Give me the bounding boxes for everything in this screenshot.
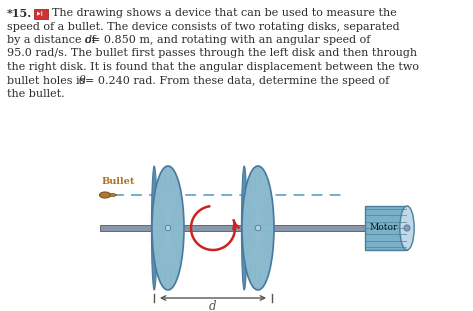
FancyArrow shape	[110, 193, 117, 197]
Text: θ: θ	[79, 76, 86, 86]
Ellipse shape	[99, 192, 111, 198]
Ellipse shape	[151, 166, 157, 290]
Text: bullet holes is: bullet holes is	[7, 76, 89, 86]
Text: 95.0 rad/s. The bullet first passes through the left disk and then through: 95.0 rad/s. The bullet first passes thro…	[7, 49, 417, 58]
Ellipse shape	[242, 166, 274, 290]
Text: the right disk. It is found that the angular displacement between the two: the right disk. It is found that the ang…	[7, 62, 419, 72]
Text: = 0.850 m, and rotating with an angular speed of: = 0.850 m, and rotating with an angular …	[91, 35, 370, 45]
Text: by a distance of: by a distance of	[7, 35, 99, 45]
Ellipse shape	[255, 225, 261, 231]
Bar	[365, 206, 407, 250]
Text: d: d	[85, 35, 92, 45]
Text: ▶❙: ▶❙	[37, 12, 45, 16]
Ellipse shape	[400, 206, 414, 250]
Ellipse shape	[241, 166, 247, 290]
Text: d: d	[209, 300, 217, 311]
Bar	[100, 225, 370, 231]
Ellipse shape	[152, 166, 184, 290]
Text: speed of a bullet. The device consists of two rotating disks, separated: speed of a bullet. The device consists o…	[7, 21, 400, 31]
Text: *15.: *15.	[7, 8, 32, 19]
Text: Motor: Motor	[370, 224, 398, 233]
Bar	[34, 9, 48, 19]
Text: the bullet.: the bullet.	[7, 89, 65, 99]
Ellipse shape	[165, 225, 171, 231]
Ellipse shape	[404, 225, 410, 231]
Text: The drawing shows a device that can be used to measure the: The drawing shows a device that can be u…	[52, 8, 397, 18]
Text: Bullet: Bullet	[102, 177, 135, 186]
Text: = 0.240 rad. From these data, determine the speed of: = 0.240 rad. From these data, determine …	[85, 76, 389, 86]
